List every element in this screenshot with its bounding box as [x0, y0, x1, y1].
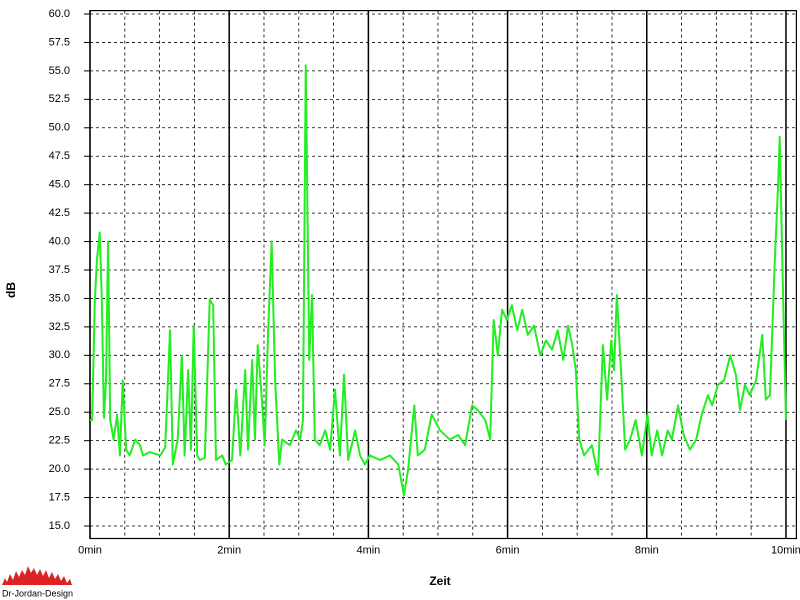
- y-tick-label: 45.0: [49, 179, 70, 191]
- y-tick-label: 35.0: [49, 292, 70, 304]
- y-tick-label: 47.5: [49, 150, 70, 162]
- x-tick-label: 2min: [217, 544, 241, 556]
- plot: [90, 64, 787, 497]
- y-tick-label: 42.5: [49, 207, 70, 219]
- y-tick-label: 40.0: [49, 235, 70, 247]
- y-tick-label: 20.0: [49, 463, 70, 475]
- x-tick-label: 6min: [496, 544, 520, 556]
- x-tick-label: 8min: [635, 544, 659, 556]
- y-tick-label: 50.0: [49, 122, 70, 134]
- x-axis-label: Zeit: [429, 574, 450, 588]
- y-tick-label: 30.0: [49, 349, 70, 361]
- y-tick-label: 25.0: [49, 406, 70, 418]
- y-tick-label: 22.5: [49, 435, 70, 447]
- y-tick-label: 55.0: [49, 65, 70, 77]
- y-tick-label: 37.5: [49, 264, 70, 276]
- y-tick-label: 32.5: [49, 321, 70, 333]
- x-tick-label: 10min: [771, 544, 800, 556]
- x-tick-label: 4min: [356, 544, 380, 556]
- y-axis-label: dB: [4, 282, 18, 298]
- y-tick-label: 15.0: [49, 520, 70, 532]
- y-tick-label: 57.5: [49, 36, 70, 48]
- y-tick-label: 52.5: [49, 93, 70, 105]
- x-tick-label: 0min: [78, 544, 102, 556]
- data-line: [90, 64, 787, 497]
- y-tick-label: 17.5: [49, 491, 70, 503]
- logo-icon: [2, 566, 72, 585]
- y-tick-label: 27.5: [49, 378, 70, 390]
- grid: 15.0 17.5 20.0 22.5 25.0 27.5 30.0 32.5 35.0 37.5…: [49, 8, 800, 556]
- y-tick-label: 60.0: [49, 8, 70, 20]
- plot-frame: [89, 10, 798, 540]
- logo-text: Dr-Jordan-Design: [2, 588, 73, 598]
